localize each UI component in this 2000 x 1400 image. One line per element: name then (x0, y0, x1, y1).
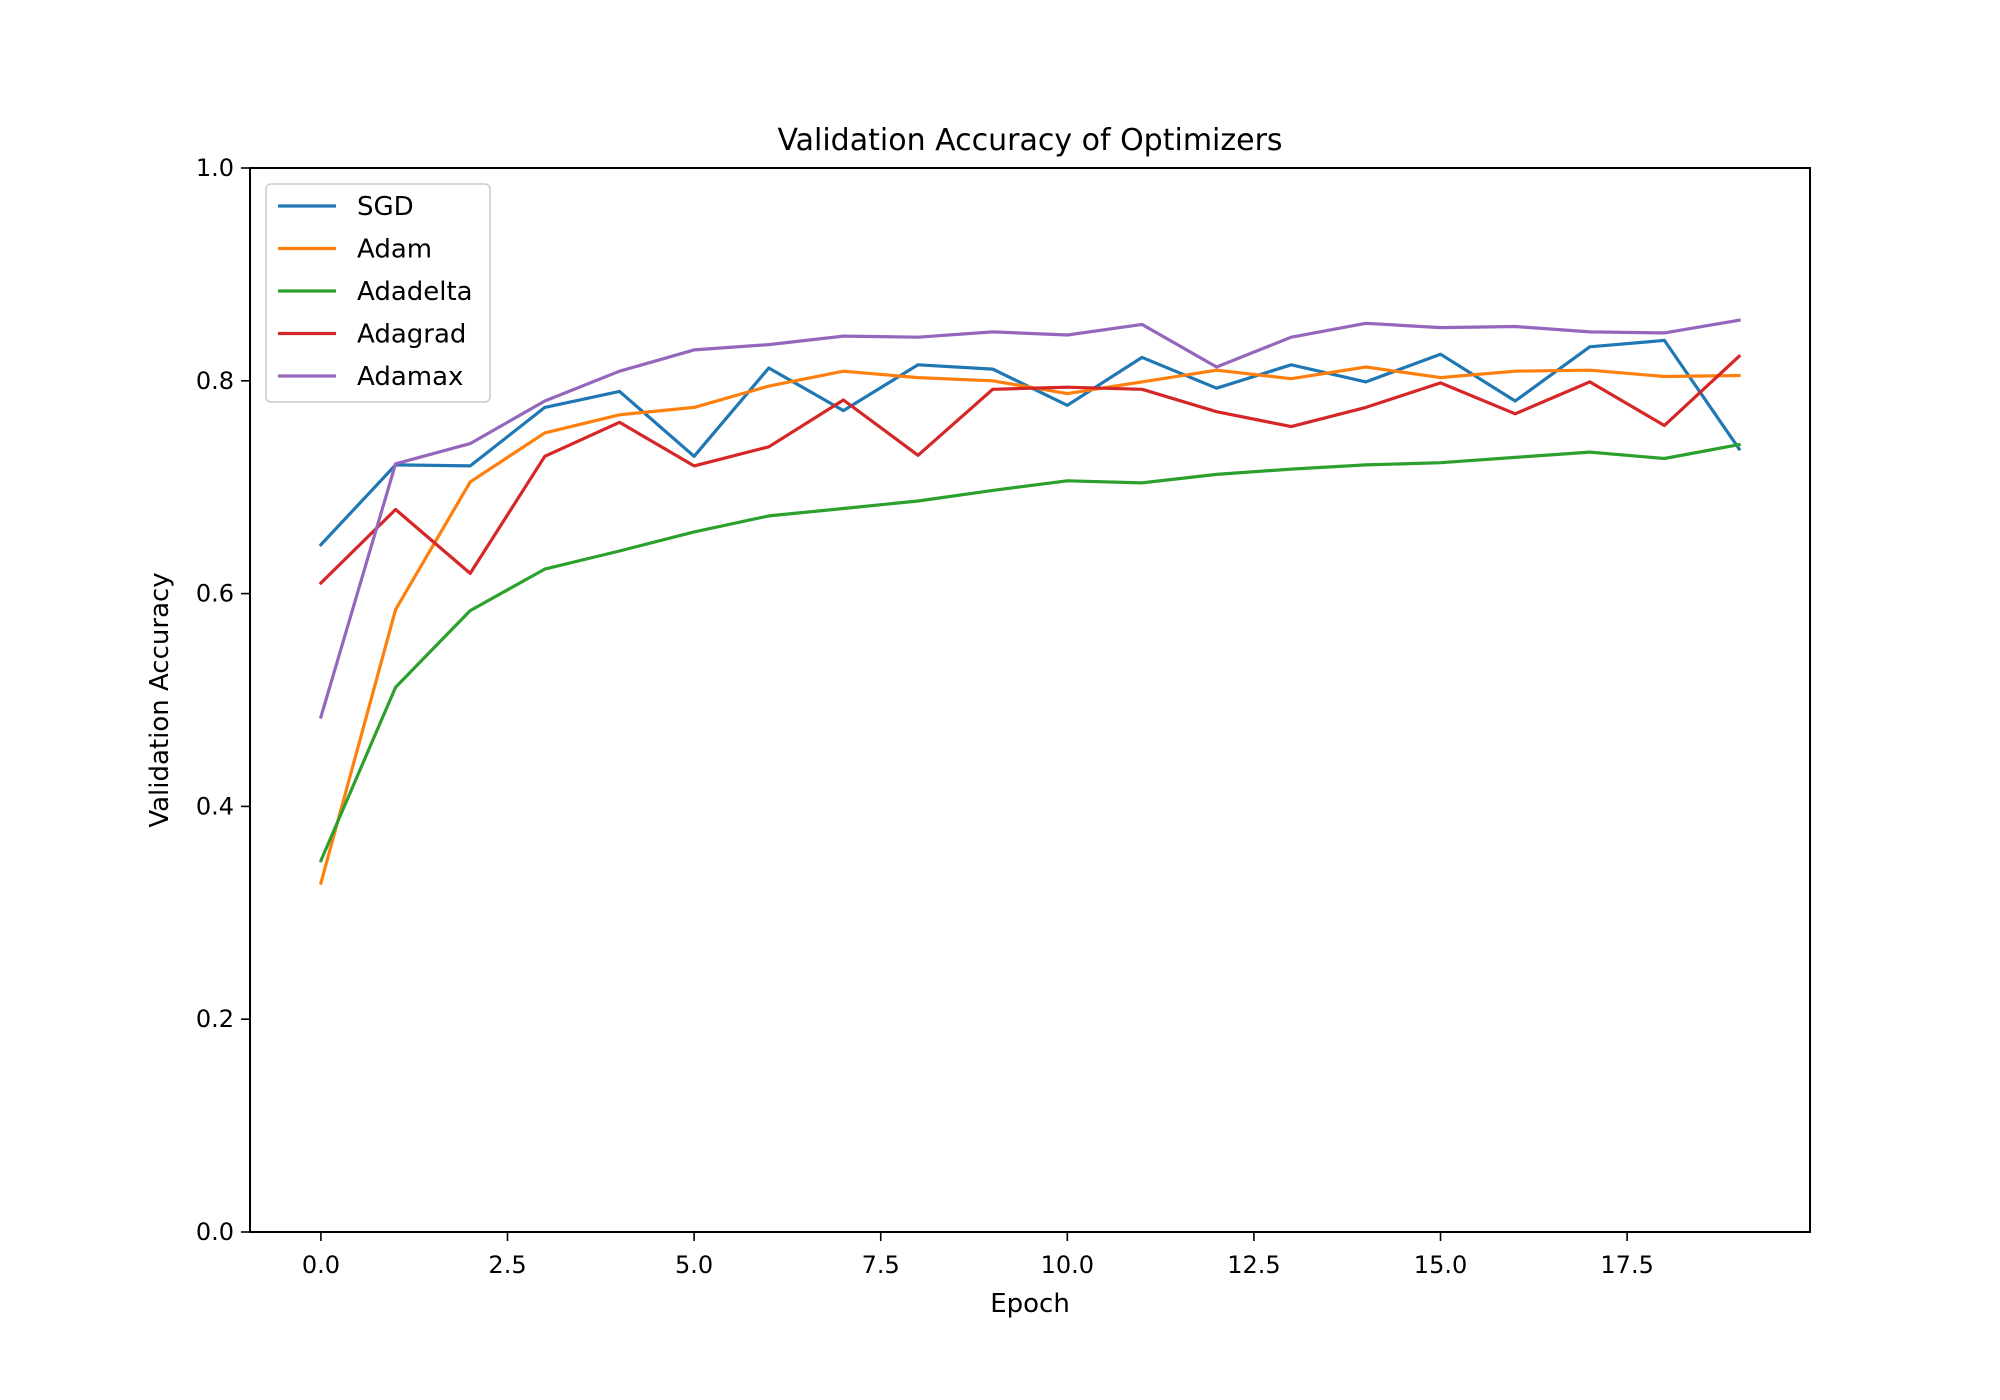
x-tick-label: 15.0 (1414, 1251, 1467, 1279)
x-tick-label: 12.5 (1227, 1251, 1280, 1279)
series-line-adadelta (318, 442, 1741, 863)
legend-label: Adadelta (357, 277, 473, 307)
y-axis-label: Validation Accuracy (145, 572, 175, 827)
x-tick-label: 17.5 (1600, 1251, 1653, 1279)
legend-entries: SGD Adam Adadelta Adagrad Adamax (278, 192, 473, 392)
chart-title: Validation Accuracy of Optimizers (777, 123, 1282, 158)
legend-label: Adam (357, 235, 432, 265)
legend-label: Adamax (357, 362, 463, 392)
legend-box (265, 183, 491, 403)
y-tick-label: 0.4 (196, 792, 234, 820)
series-lines (318, 318, 1742, 885)
x-tick-label: 5.0 (675, 1251, 713, 1279)
y-tick-label: 1.0 (196, 154, 234, 182)
y-tick-label: 0.0 (196, 1218, 234, 1246)
legend: SGD Adam Adadelta Adagrad Adamax (265, 183, 491, 403)
x-tick-label: 7.5 (862, 1251, 900, 1279)
axes-frame (249, 167, 1811, 1233)
x-tick-label: 10.0 (1041, 1251, 1094, 1279)
y-tick-label: 0.6 (196, 580, 234, 608)
legend-label: SGD (357, 192, 414, 222)
plot-area (249, 167, 1811, 1233)
y-tick-label: 0.2 (196, 1005, 234, 1033)
x-tick-label: 0.0 (302, 1251, 340, 1279)
x-axis-ticks: 0.0 2.5 5.0 7.5 10.0 12.5 15.0 17.5 (302, 1232, 1654, 1279)
x-tick-label: 2.5 (488, 1251, 526, 1279)
x-axis-label: Epoch (990, 1289, 1070, 1319)
y-axis-ticks: 0.0 0.2 0.4 0.6 0.8 1.0 (196, 154, 250, 1246)
series-line-adagrad (318, 354, 1742, 586)
series-line-adamax (318, 318, 1741, 719)
y-tick-label: 0.8 (196, 367, 234, 395)
legend-label: Adagrad (357, 320, 466, 350)
